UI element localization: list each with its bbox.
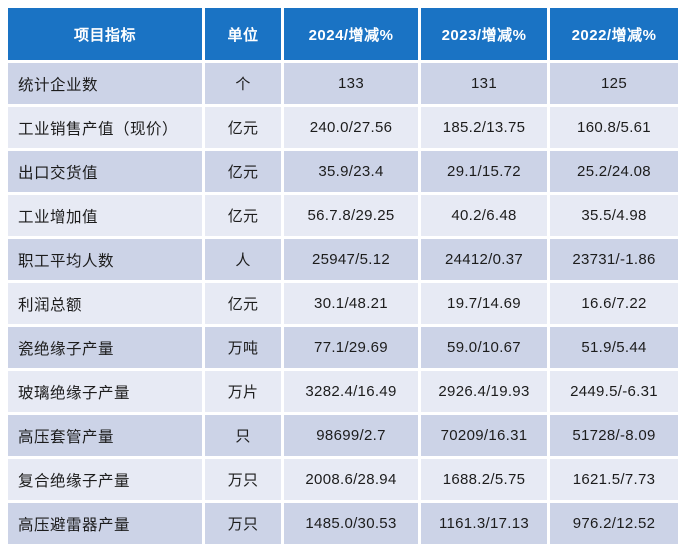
indicator-cell: 职工平均人数	[8, 239, 202, 280]
indicator-cell: 统计企业数	[8, 63, 202, 104]
value-2022-cell: 976.2/12.52	[550, 503, 678, 544]
table-row: 出口交货值 亿元 35.9/23.4 29.1/15.72 25.2/24.08	[8, 151, 678, 192]
table-row: 职工平均人数 人 25947/5.12 24412/0.37 23731/-1.…	[8, 239, 678, 280]
table-row: 高压套管产量 只 98699/2.7 70209/16.31 51728/-8.…	[8, 415, 678, 456]
indicator-cell: 复合绝缘子产量	[8, 459, 202, 500]
value-2022-cell: 1621.5/7.73	[550, 459, 678, 500]
value-2022-cell: 16.6/7.22	[550, 283, 678, 324]
value-2022-cell: 51.9/5.44	[550, 327, 678, 368]
value-2022-cell: 35.5/4.98	[550, 195, 678, 236]
unit-cell: 万吨	[205, 327, 281, 368]
value-2023-cell: 2926.4/19.93	[421, 371, 547, 412]
value-2023-cell: 70209/16.31	[421, 415, 547, 456]
value-2024-cell: 30.1/48.21	[284, 283, 418, 324]
value-2023-cell: 1161.3/17.13	[421, 503, 547, 544]
unit-cell: 亿元	[205, 195, 281, 236]
table-row: 复合绝缘子产量 万只 2008.6/28.94 1688.2/5.75 1621…	[8, 459, 678, 500]
value-2022-cell: 23731/-1.86	[550, 239, 678, 280]
value-2024-cell: 3282.4/16.49	[284, 371, 418, 412]
value-2024-cell: 77.1/29.69	[284, 327, 418, 368]
indicator-cell: 瓷绝缘子产量	[8, 327, 202, 368]
table-header-row: 项目指标 单位 2024/增减% 2023/增减% 2022/增减%	[8, 8, 678, 60]
header-unit: 单位	[205, 8, 281, 60]
value-2022-cell: 25.2/24.08	[550, 151, 678, 192]
unit-cell: 亿元	[205, 151, 281, 192]
value-2024-cell: 35.9/23.4	[284, 151, 418, 192]
unit-cell: 亿元	[205, 107, 281, 148]
value-2024-cell: 25947/5.12	[284, 239, 418, 280]
value-2022-cell: 160.8/5.61	[550, 107, 678, 148]
value-2023-cell: 1688.2/5.75	[421, 459, 547, 500]
header-indicator: 项目指标	[8, 8, 202, 60]
value-2023-cell: 24412/0.37	[421, 239, 547, 280]
value-2024-cell: 240.0/27.56	[284, 107, 418, 148]
value-2022-cell: 51728/-8.09	[550, 415, 678, 456]
value-2024-cell: 2008.6/28.94	[284, 459, 418, 500]
value-2022-cell: 125	[550, 63, 678, 104]
unit-cell: 万片	[205, 371, 281, 412]
value-2024-cell: 133	[284, 63, 418, 104]
table-row: 工业销售产值（现价） 亿元 240.0/27.56 185.2/13.75 16…	[8, 107, 678, 148]
table-row: 利润总额 亿元 30.1/48.21 19.7/14.69 16.6/7.22	[8, 283, 678, 324]
indicator-cell: 高压避雷器产量	[8, 503, 202, 544]
indicator-cell: 出口交货值	[8, 151, 202, 192]
unit-cell: 个	[205, 63, 281, 104]
industry-indicators-table: 项目指标 单位 2024/增减% 2023/增减% 2022/增减% 统计企业数…	[5, 5, 681, 547]
table-row: 统计企业数 个 133 131 125	[8, 63, 678, 104]
indicator-cell: 利润总额	[8, 283, 202, 324]
unit-cell: 万只	[205, 459, 281, 500]
value-2023-cell: 185.2/13.75	[421, 107, 547, 148]
indicator-cell: 高压套管产量	[8, 415, 202, 456]
unit-cell: 只	[205, 415, 281, 456]
value-2024-cell: 1485.0/30.53	[284, 503, 418, 544]
value-2024-cell: 98699/2.7	[284, 415, 418, 456]
indicator-cell: 玻璃绝缘子产量	[8, 371, 202, 412]
table-row: 工业增加值 亿元 56.7.8/29.25 40.2/6.48 35.5/4.9…	[8, 195, 678, 236]
unit-cell: 亿元	[205, 283, 281, 324]
value-2023-cell: 59.0/10.67	[421, 327, 547, 368]
indicator-cell: 工业增加值	[8, 195, 202, 236]
table-row: 玻璃绝缘子产量 万片 3282.4/16.49 2926.4/19.93 244…	[8, 371, 678, 412]
table-row: 瓷绝缘子产量 万吨 77.1/29.69 59.0/10.67 51.9/5.4…	[8, 327, 678, 368]
value-2023-cell: 29.1/15.72	[421, 151, 547, 192]
indicator-cell: 工业销售产值（现价）	[8, 107, 202, 148]
value-2023-cell: 40.2/6.48	[421, 195, 547, 236]
value-2023-cell: 131	[421, 63, 547, 104]
header-2024: 2024/增减%	[284, 8, 418, 60]
header-2023: 2023/增减%	[421, 8, 547, 60]
table-row: 高压避雷器产量 万只 1485.0/30.53 1161.3/17.13 976…	[8, 503, 678, 544]
header-2022: 2022/增减%	[550, 8, 678, 60]
value-2022-cell: 2449.5/-6.31	[550, 371, 678, 412]
unit-cell: 人	[205, 239, 281, 280]
value-2023-cell: 19.7/14.69	[421, 283, 547, 324]
unit-cell: 万只	[205, 503, 281, 544]
value-2024-cell: 56.7.8/29.25	[284, 195, 418, 236]
